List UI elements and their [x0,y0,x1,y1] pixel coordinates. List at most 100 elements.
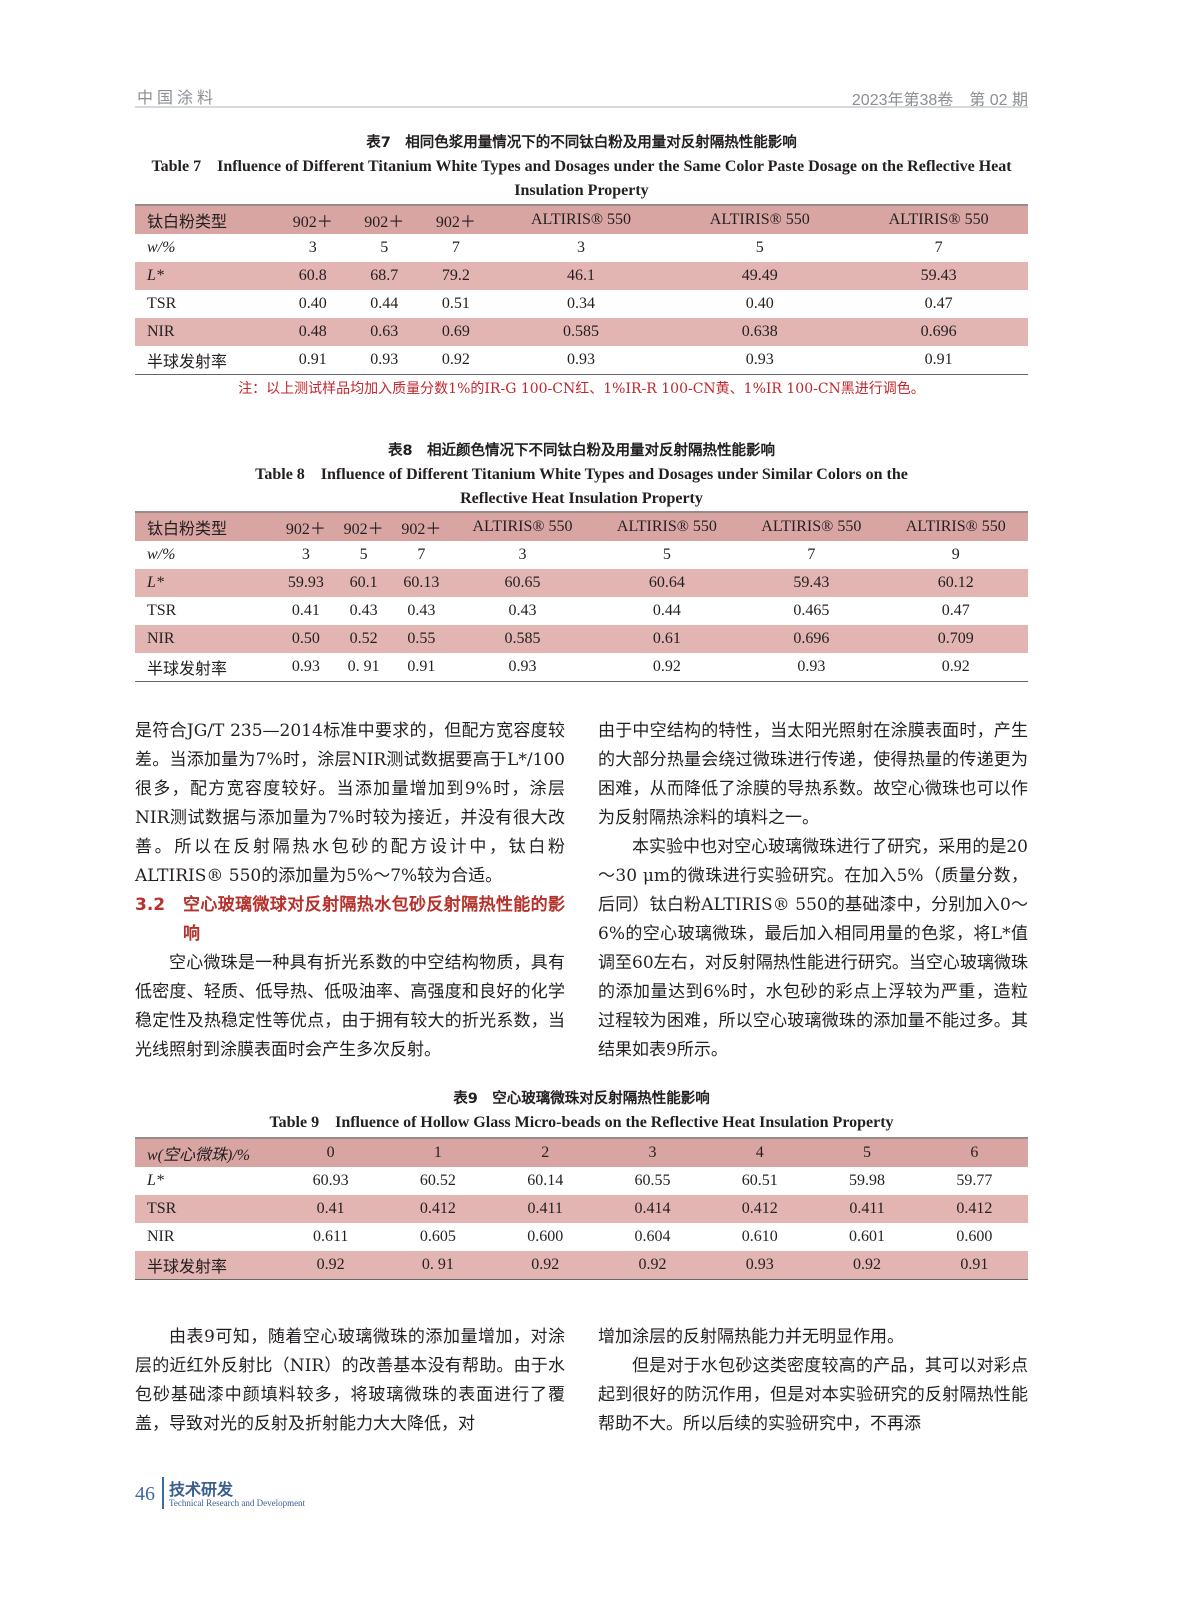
table-cell: 0.611 [312,1228,349,1245]
table-cell: NIR [147,1228,175,1245]
table7-note: 注：以上测试样品均加入质量分数1%的IR-G 100-CN红、1%IR-R 10… [238,381,925,397]
table-cell: 0.601 [849,1228,886,1245]
table-cell: TSR [147,602,177,619]
table-cell: w/% [147,239,176,256]
table-cell: 3 [301,546,310,563]
table-cell: 5 [662,546,671,563]
table-cell: 0.92 [652,658,681,675]
table-cell: 0.48 [277,318,349,346]
table-cell: 0.92 [441,351,470,368]
table-cell: 0.414 [598,1195,707,1223]
table-row: TSR 0.41 0.412 0.411 0.414 0.412 0.411 0.412 [135,1195,1028,1223]
table-cell: 68.7 [348,262,421,290]
table-row: TSR 0.41 0.43 0.43 0.43 0.44 0.465 0.47 [135,597,1028,625]
table-header-cell: 6 [920,1138,1028,1167]
table-cell: 0.47 [941,602,970,619]
table-row: 半球发射率 0.93 0. 91 0.91 0.93 0.92 0.93 0.92 [135,653,1028,682]
table-cell: 0.585 [491,318,671,346]
table-cell: L* [135,569,277,597]
table-cell: 7 [934,239,943,256]
header-divider [135,106,1028,108]
table-cell: 0.51 [441,295,470,312]
table-cell: L* [147,1172,164,1189]
table-cell: 9 [951,546,960,563]
paragraph: 由于中空结构的特性，当太阳光照射在涂膜表面时，产生的大部分热量会绕过微珠进行传递… [598,721,1028,828]
paragraph: 空心微珠是一种具有折光系数的中空结构物质，具有低密度、轻质、低导热、低吸油率、高… [135,953,565,1060]
table-cell: 46.1 [491,262,671,290]
table-cell: 0.600 [527,1228,564,1245]
table-header-cell: 4 [706,1138,814,1167]
table-cell: 0.44 [652,602,681,619]
paragraph: 是符合JG/T 235—2014标准中要求的，但配方宽容度较差。当添加量为7%时… [135,721,565,886]
table-cell: 0.93 [291,658,320,675]
table-cell: 0.605 [419,1228,456,1245]
table-cell: 60.64 [594,569,740,597]
table-cell: 0.412 [706,1195,814,1223]
table-cell: 59.93 [277,569,335,597]
table-cell: w/% [147,546,176,563]
table-row: L* 60.8 68.7 79.2 46.1 49.49 59.43 [135,262,1028,290]
table-cell: 59.43 [739,569,884,597]
table-cell: 7 [807,546,816,563]
section-heading: 3.2 空心玻璃微球对反射隔热水包砂反射隔热性能的影响 [135,891,565,949]
table-header-cell: 5 [813,1138,921,1167]
table-cell: 3 [518,546,527,563]
table-row: NIR 0.48 0.63 0.69 0.585 0.638 0.696 [135,318,1028,346]
right-column: 由于中空结构的特性，当太阳光照射在涂膜表面时，产生的大部分热量会绕过微珠进行传递… [598,717,1028,1065]
table-cell: 0.411 [491,1195,599,1223]
table-cell: NIR [135,625,277,653]
table-cell: 0.34 [566,295,595,312]
table-cell: 60.65 [450,569,595,597]
table-cell: 0.709 [883,625,1028,653]
table7-caption-en: Table 7 Influence of Different Titanium … [151,158,1012,199]
table-cell: 0.43 [349,602,378,619]
table-cell: 0.93 [508,658,537,675]
table-cell: 0.63 [348,318,421,346]
table-header-cell: 钛白粉类型 [135,205,277,234]
table-cell: 0.92 [277,1251,385,1280]
table-cell: 0.91 [298,351,327,368]
table-cell: 60.1 [334,569,393,597]
table-row: TSR 0.40 0.44 0.51 0.34 0.40 0.47 [135,290,1028,318]
table-header-row: 钛白粉类型 902＋ 902＋ 902＋ ALTIRIS® 550 ALTIRIS® 55… [135,512,1028,541]
table-cell: 0.40 [298,295,327,312]
table-cell: 0.50 [277,625,335,653]
table-cell: TSR [147,295,177,312]
table-cell: 0.696 [739,625,884,653]
table-cell: 0.55 [392,625,451,653]
table-cell: 0.604 [634,1228,671,1245]
table-cell: 5 [755,239,764,256]
table-cell: 0.638 [670,318,850,346]
table-cell: 0.412 [920,1195,1028,1223]
table-header-cell: 902＋ [277,205,349,234]
table8-caption: 表8 相近颜色情况下不同钛白粉及用量对反射隔热性能影响 Table 8 Infl… [135,439,1028,511]
table-header-cell: 钛白粉类型 [135,512,277,541]
table-row: w/% 3 5 7 3 5 7 [135,234,1028,262]
table-cell: 0.600 [956,1228,993,1245]
table-cell: 0.93 [745,351,774,368]
table-cell: 0.43 [407,602,436,619]
table-cell: 7 [451,239,460,256]
table-header-cell: 902＋ [277,512,335,541]
paragraph: 但是对于水包砂这类密度较高的产品，其可以对彩点起到很好的防沉作用，但是对本实验研… [598,1356,1028,1434]
table-header-cell: w(空心微珠)/% [135,1138,277,1167]
table-cell: 0.61 [594,625,740,653]
table-cell: 60.52 [419,1172,456,1189]
table-cell: 0.91 [920,1251,1028,1280]
table-cell: 0.44 [370,295,399,312]
table7: 钛白粉类型 902＋ 902＋ 902＋ ALTIRIS® 550 ALTIRIS® 55… [135,204,1028,375]
table9-caption-cn: 表9 空心玻璃微珠对反射隔热性能影响 [453,1091,710,1107]
paragraph: 由表9可知，随着空心玻璃微珠的添加量增加，对涂层的近红外反射比（NIR）的改善基… [135,1327,565,1434]
table-header-cell: ALTIRIS® 550 [849,205,1028,234]
table-header-cell: 2 [491,1138,599,1167]
table-cell: 0.92 [941,658,970,675]
table-cell: 0.696 [849,318,1028,346]
table8-caption-cn: 表8 相近颜色情况下不同钛白粉及用量对反射隔热性能影响 [387,443,776,459]
table-cell: 5 [380,239,389,256]
table-row: L* 60.93 60.52 60.14 60.55 60.51 59.98 59.77 [135,1167,1028,1195]
table-header-cell: ALTIRIS® 550 [594,512,740,541]
table9: w(空心微珠)/% 0 1 2 3 4 5 6 L* 60.93 60.52 60.14 60.55 60… [135,1137,1028,1280]
paragraph: 增加涂层的反射隔热能力并无明显作用。 [598,1327,904,1347]
table-row: w/% 3 5 7 3 5 7 9 [135,541,1028,569]
table8: 钛白粉类型 902＋ 902＋ 902＋ ALTIRIS® 550 ALTIRIS® 55… [135,511,1028,682]
